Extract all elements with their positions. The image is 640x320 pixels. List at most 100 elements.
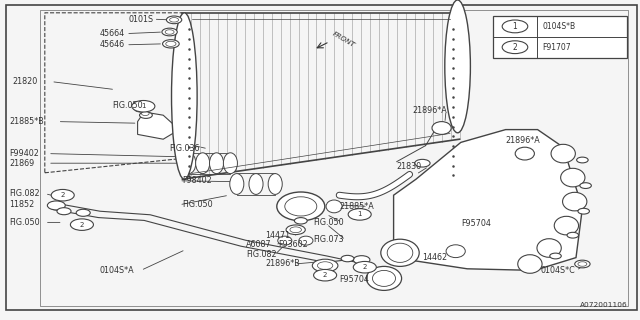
Circle shape (415, 159, 430, 167)
Text: 2: 2 (323, 272, 327, 278)
Text: 21885*A: 21885*A (339, 202, 374, 211)
Ellipse shape (268, 173, 282, 194)
Text: 0101S: 0101S (129, 15, 154, 24)
Ellipse shape (515, 147, 534, 160)
Text: F98402: F98402 (182, 176, 212, 185)
Text: FIG.073: FIG.073 (314, 236, 344, 244)
Text: FRONT: FRONT (332, 31, 356, 49)
Circle shape (312, 259, 338, 272)
Text: FIG.050: FIG.050 (314, 218, 344, 227)
Ellipse shape (278, 236, 292, 245)
Circle shape (140, 112, 152, 118)
Ellipse shape (223, 153, 237, 173)
Circle shape (575, 260, 590, 268)
Text: 14462: 14462 (422, 253, 447, 262)
Circle shape (165, 30, 174, 34)
Ellipse shape (372, 270, 396, 286)
Text: 45646: 45646 (100, 40, 125, 49)
Text: 21869: 21869 (10, 159, 35, 168)
Text: 2: 2 (363, 264, 367, 270)
Ellipse shape (209, 153, 223, 173)
Ellipse shape (381, 239, 419, 266)
Circle shape (502, 41, 528, 53)
Text: 21896*B: 21896*B (266, 260, 300, 268)
Text: 21896*A: 21896*A (413, 106, 447, 115)
Circle shape (47, 201, 65, 210)
Circle shape (314, 269, 337, 281)
Ellipse shape (387, 243, 413, 262)
Text: 45664: 45664 (100, 29, 125, 38)
Text: 21896*A: 21896*A (506, 136, 540, 145)
Circle shape (170, 18, 179, 22)
Text: F91707: F91707 (542, 43, 571, 52)
Text: FIG.082: FIG.082 (10, 189, 40, 198)
Ellipse shape (230, 173, 244, 194)
Ellipse shape (366, 266, 402, 291)
Text: FIG.082: FIG.082 (246, 250, 277, 259)
Circle shape (51, 189, 74, 201)
Circle shape (134, 106, 147, 112)
Circle shape (57, 208, 71, 215)
Text: FIG.050: FIG.050 (112, 101, 143, 110)
Circle shape (76, 209, 90, 216)
Circle shape (502, 20, 528, 33)
Circle shape (567, 232, 579, 238)
Circle shape (577, 157, 588, 163)
FancyBboxPatch shape (493, 16, 627, 58)
Text: 21830: 21830 (397, 162, 422, 171)
Text: FIG.036: FIG.036 (170, 144, 200, 153)
Text: 21820: 21820 (13, 77, 38, 86)
Text: 2: 2 (61, 192, 65, 198)
Text: FIG.050: FIG.050 (182, 200, 213, 209)
Text: F95704: F95704 (339, 276, 369, 284)
Text: 0104S*C: 0104S*C (541, 266, 575, 275)
Circle shape (162, 28, 177, 36)
Ellipse shape (276, 192, 324, 221)
Text: 1: 1 (141, 103, 146, 109)
Ellipse shape (249, 173, 263, 194)
Circle shape (353, 261, 376, 273)
Ellipse shape (432, 122, 451, 134)
Circle shape (550, 253, 561, 259)
Text: 1: 1 (357, 212, 362, 217)
Circle shape (163, 40, 179, 48)
Ellipse shape (299, 236, 313, 245)
Ellipse shape (445, 0, 470, 133)
Text: 2: 2 (513, 43, 517, 52)
Circle shape (578, 262, 587, 266)
Circle shape (132, 100, 155, 112)
Ellipse shape (446, 245, 465, 258)
Circle shape (166, 41, 176, 46)
Ellipse shape (285, 197, 317, 216)
Text: 0104S*A: 0104S*A (99, 266, 134, 275)
Text: 0104S*B: 0104S*B (542, 22, 575, 31)
Text: F93602: F93602 (278, 240, 308, 249)
Text: 14471: 14471 (266, 231, 291, 240)
FancyBboxPatch shape (6, 5, 637, 310)
Ellipse shape (172, 13, 197, 179)
Circle shape (290, 227, 301, 233)
Ellipse shape (554, 216, 579, 235)
Ellipse shape (537, 239, 561, 257)
Ellipse shape (518, 255, 542, 273)
Text: A6087: A6087 (246, 240, 272, 249)
Text: 1: 1 (513, 22, 517, 31)
Text: A072001106: A072001106 (580, 302, 627, 308)
Circle shape (580, 183, 591, 188)
Text: F99402: F99402 (10, 149, 40, 158)
Text: F95704: F95704 (461, 220, 491, 228)
Circle shape (317, 262, 333, 269)
Circle shape (578, 208, 589, 214)
Circle shape (70, 219, 93, 230)
Ellipse shape (551, 144, 575, 163)
Ellipse shape (563, 192, 587, 211)
Polygon shape (138, 112, 179, 139)
Ellipse shape (182, 153, 196, 173)
Text: 21885*B: 21885*B (10, 117, 44, 126)
Polygon shape (394, 130, 582, 270)
Circle shape (348, 209, 371, 220)
Text: 2: 2 (80, 222, 84, 228)
Circle shape (353, 256, 370, 264)
Circle shape (294, 218, 307, 224)
Circle shape (341, 255, 354, 262)
